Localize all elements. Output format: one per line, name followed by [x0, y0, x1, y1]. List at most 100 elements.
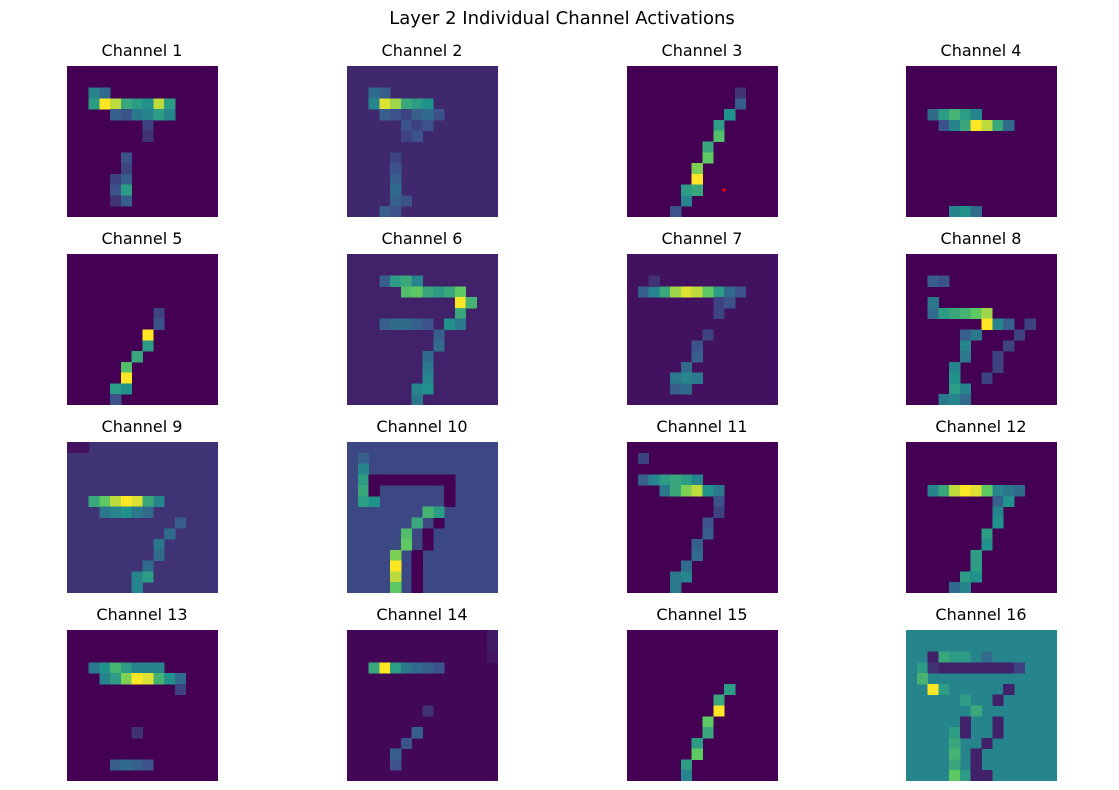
heatmap-cell: [659, 286, 671, 298]
heatmap-cell: [433, 340, 445, 352]
heatmap-cell: [422, 372, 434, 384]
heatmap-cell: [702, 329, 714, 341]
heatmap-cell: [959, 383, 972, 395]
heatmap-cell: [400, 539, 413, 551]
heatmap-cell: [411, 383, 423, 395]
heatmap-cell: [379, 87, 391, 99]
heatmap-cell: [724, 297, 736, 309]
heatmap-cell: [970, 329, 982, 341]
heatmap-cell: [970, 748, 982, 760]
heatmap-cell: [680, 571, 693, 583]
heatmap-cell: [142, 560, 154, 572]
heatmap-cell: [99, 87, 111, 99]
heatmap-cell: [970, 206, 982, 217]
heatmap-cell: [120, 109, 133, 121]
heatmap-cell: [981, 485, 993, 497]
heatmap-panel: [67, 254, 218, 405]
heatmap-cell: [110, 383, 122, 395]
heatmap-cell: [67, 442, 79, 454]
heatmap-cell: [691, 549, 703, 562]
heatmap-cell: [390, 571, 402, 583]
heatmap-cell: [99, 98, 111, 110]
heatmap-cell: [1003, 495, 1015, 508]
heatmap-cell: [713, 485, 725, 497]
heatmap-cell: [959, 727, 972, 739]
heatmap-cell: [1003, 662, 1015, 674]
heatmap-cell: [390, 184, 402, 196]
heatmap-cell: [702, 716, 714, 728]
heatmap-cell: [670, 372, 682, 384]
heatmap-cell: [959, 485, 972, 497]
heatmap-cell: [357, 463, 369, 475]
heatmap-cell: [444, 318, 456, 330]
heatmap-cell: [949, 394, 961, 405]
heatmap-cell: [949, 485, 961, 497]
heatmap-cell: [120, 759, 133, 771]
heatmap-cell: [916, 662, 928, 674]
heatmap-cell: [368, 495, 380, 508]
heatmap-cell: [422, 506, 434, 518]
panel-title: Channel 4: [940, 41, 1022, 60]
heatmap-cell: [724, 683, 736, 696]
heatmap-cell: [131, 582, 143, 593]
heatmap-cell: [691, 173, 703, 186]
heatmap-cell: [680, 195, 693, 207]
heatmap-cell: [142, 662, 154, 674]
heatmap-cell: [142, 673, 154, 685]
heatmap-cell: [713, 694, 725, 706]
heatmap-cell: [142, 571, 154, 583]
heatmap-cell: [724, 109, 736, 121]
heatmap-cell: [390, 560, 402, 572]
heatmap-cell: [131, 759, 143, 771]
heatmap-cell: [938, 662, 950, 674]
heatmap-cell: [400, 130, 413, 142]
heatmap-cell: [164, 98, 176, 110]
heatmap-cell: [433, 517, 445, 529]
heatmap-cell: [142, 329, 154, 341]
heatmap-cell: [949, 383, 961, 395]
heatmap-cell: [734, 87, 747, 99]
heatmap-cell: [110, 662, 122, 674]
heatmap-panel: [906, 66, 1057, 217]
heatmap-cell: [949, 361, 961, 374]
heatmap-panel: [627, 630, 778, 781]
heatmap-cell: [390, 582, 402, 593]
heatmap-cell: [110, 98, 122, 110]
heatmap-cell: [981, 662, 993, 674]
heatmap-cell: [400, 98, 413, 110]
heatmap-cell: [120, 662, 133, 674]
heatmap-cell: [992, 517, 1004, 529]
panel-title: Channel 14: [376, 605, 468, 624]
heatmap-cell: [949, 109, 961, 121]
heatmap-cell: [131, 495, 143, 508]
heatmap-cell: [981, 318, 993, 330]
heatmap-cell: [422, 383, 434, 395]
heatmap-cell: [927, 275, 939, 287]
heatmap-cell: [916, 673, 928, 685]
heatmap-cell: [110, 109, 122, 121]
heatmap-cell: [444, 485, 456, 497]
heatmap-cell: [680, 474, 693, 486]
heatmap-cell: [1003, 683, 1015, 696]
heatmap-cell: [357, 474, 369, 486]
heatmap-cell: [992, 351, 1004, 363]
heatmap-cell: [637, 474, 649, 486]
heatmap-cell: [970, 119, 982, 132]
heatmap-cell: [153, 318, 165, 330]
heatmap-cell: [959, 571, 972, 583]
heatmap-cell: [680, 560, 693, 572]
heatmap-cell: [142, 130, 154, 142]
heatmap-cell: [120, 173, 133, 186]
heatmap-cell: [981, 651, 993, 663]
heatmap-cell: [454, 297, 467, 309]
heatmap-cell: [110, 394, 122, 405]
heatmap-cell: [680, 485, 693, 497]
heatmap-cell: [691, 474, 703, 486]
heatmap-cell: [99, 506, 111, 518]
heatmap-cell: [970, 109, 982, 121]
heatmap-cell: [949, 727, 961, 739]
heatmap-cell: [992, 662, 1004, 674]
heatmap-cell: [465, 297, 477, 309]
heatmap-cell: [153, 539, 165, 551]
heatmap-cell: [411, 560, 423, 572]
